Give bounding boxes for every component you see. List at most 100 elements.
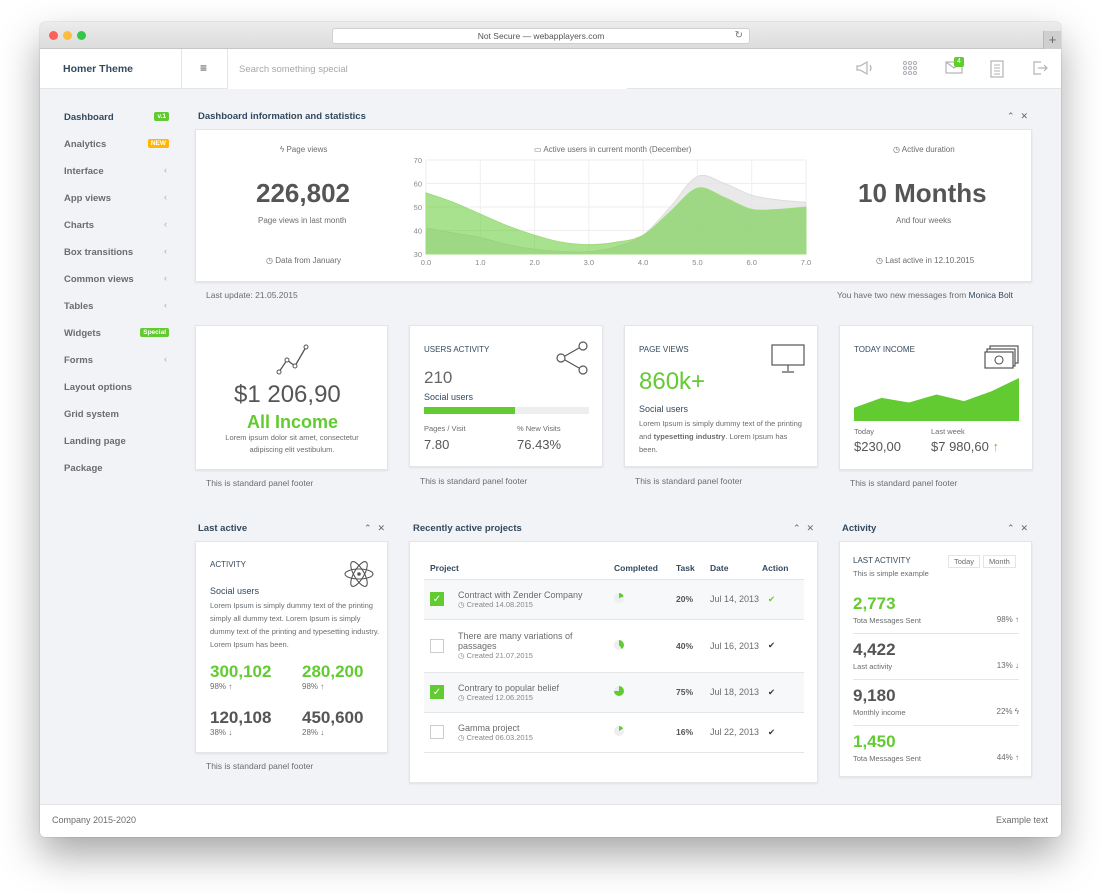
project-name[interactable]: Gamma project <box>458 722 520 733</box>
users-activity-title: USERS ACTIVITY <box>424 345 490 354</box>
check-action-icon[interactable]: ✔ <box>768 593 776 604</box>
sidebar-item-widgets[interactable]: Widgets Special <box>64 328 169 339</box>
income-area <box>854 378 1019 421</box>
sidebar-item-grid-system[interactable]: Grid system <box>64 409 169 420</box>
new-visits-label: % New Visits <box>517 424 561 433</box>
logout-icon[interactable] <box>1030 60 1050 78</box>
text-pre: Lorem Ipsum is simply dummy text of the … <box>639 419 802 441</box>
sidebar-item-box-transitions[interactable]: Box transitions ‹ <box>64 246 169 258</box>
sidebar-item-common-views[interactable]: Common views ‹ <box>64 273 169 285</box>
project-name[interactable]: Contrary to popular belief <box>458 682 560 693</box>
table-row[interactable]: ✓ Contract with Zender Company ◷ Created … <box>424 578 804 619</box>
project-name[interactable]: There are many variations of passages <box>458 631 573 651</box>
envelope-icon[interactable]: 4 <box>944 57 964 78</box>
megaphone-icon[interactable] <box>855 60 875 78</box>
close-icon[interactable]: ✕ <box>377 523 392 533</box>
month-button[interactable]: Month <box>983 555 1016 568</box>
sidebar-item-tables[interactable]: Tables ‹ <box>64 300 169 312</box>
sidebar-item-interface[interactable]: Interface ‹ <box>64 165 169 177</box>
completion-pie-icon <box>614 686 624 696</box>
close-icon[interactable]: ✕ <box>1020 523 1035 533</box>
project-created-text: Created 12.06.2015 <box>466 692 533 702</box>
messages-from-link[interactable]: Monica Bolt <box>968 290 1013 300</box>
collapse-icon[interactable]: ⌃ <box>793 523 807 533</box>
users-activity-panel: USERS ACTIVITY 210 Social users Pages / … <box>409 325 603 467</box>
active-users-label-text: Active users in current month (December) <box>543 145 692 154</box>
new-tab-button[interactable]: + <box>1043 31 1061 49</box>
check-action-icon[interactable]: ✔ <box>768 726 776 737</box>
sidebar-item-label: Common views <box>64 274 134 285</box>
sidebar-item-landing-page[interactable]: Landing page <box>64 436 169 447</box>
action-cell: ✔ <box>762 711 804 752</box>
browser-titlebar: Not Secure — webapplayers.com ↻ + <box>40 22 1061 49</box>
special-badge: Special <box>140 328 169 337</box>
table-row[interactable]: There are many variations of passages ◷ C… <box>424 618 804 672</box>
sidebar-item-layout-options[interactable]: Layout options <box>64 382 169 393</box>
close-icon[interactable]: ✕ <box>806 523 821 533</box>
column-header[interactable]: Date <box>710 562 729 573</box>
table-row[interactable]: Gamma project ◷ Created 06.03.2015 16% Ju… <box>424 711 804 752</box>
close-icon[interactable]: ✕ <box>1020 111 1035 121</box>
checkbox-checked[interactable]: ✓ <box>430 685 444 699</box>
page-views-card-sub: Social users <box>639 404 689 414</box>
close-window-icon[interactable] <box>49 31 58 40</box>
date-cell: Jul 14, 2013 <box>710 578 762 619</box>
sidebar-item-package[interactable]: Package <box>64 463 169 474</box>
column-header[interactable]: Task <box>676 562 695 573</box>
collapse-icon[interactable]: ⌃ <box>1007 523 1021 533</box>
page-views-card-text: Lorem Ipsum is simply dummy text of the … <box>639 417 807 456</box>
last-week-label: Last week <box>931 427 965 436</box>
sidebar-item-charts[interactable]: Charts ‹ <box>64 219 169 231</box>
x-tick-label: 2.0 <box>529 258 539 267</box>
maximize-window-icon[interactable] <box>77 31 86 40</box>
completion-pie-icon <box>614 726 624 736</box>
date-cell: Jul 16, 2013 <box>710 618 762 672</box>
checkbox-unchecked[interactable] <box>430 638 444 653</box>
minimize-window-icon[interactable] <box>63 31 72 40</box>
collapse-icon[interactable]: ⌃ <box>1007 111 1021 121</box>
activity-pct: 22% ϟ <box>996 707 1019 716</box>
table-row[interactable]: ✓ Contrary to popular belief ◷ Created 12… <box>424 671 804 712</box>
search-input[interactable] <box>227 49 627 89</box>
money-icon <box>984 345 1019 369</box>
column-header[interactable]: Action <box>762 562 789 573</box>
menu-toggle-icon[interactable]: ≡ <box>200 61 208 75</box>
sidebar-item-dashboard[interactable]: Dashboard v.1 <box>64 112 169 123</box>
sidebar-item-label: Package <box>64 463 103 474</box>
sidebar-item-label: Charts <box>64 220 95 231</box>
stat-pct-text: 98% ↑ <box>210 682 233 691</box>
column-header[interactable]: Completed <box>614 562 658 573</box>
project-name[interactable]: Contract with Zender Company <box>458 589 583 600</box>
y-tick-label: 70 <box>414 156 422 165</box>
project-cell: Gamma project ◷ Created 06.03.2015 <box>424 711 614 752</box>
project-cell: ✓ Contract with Zender Company ◷ Created … <box>424 578 614 619</box>
column-header[interactable]: Project <box>430 562 459 573</box>
active-users-chart: 30 40 50 60 70 0.0 1.0 2.0 3.0 4.0 5.0 6.0 7.0 <box>414 156 812 267</box>
atom-icon <box>344 561 374 587</box>
page-views-panel: PAGE VIEWS 860k+ Social users Lorem Ipsu… <box>624 325 818 467</box>
check-action-icon[interactable]: ✔ <box>768 686 776 697</box>
x-tick-label: 3.0 <box>584 258 594 267</box>
panel-footer: This is standard panel footer <box>420 476 528 486</box>
completed-cell <box>614 618 676 672</box>
page-footer: Company 2015-2020 Example text <box>40 804 1061 837</box>
brand-logo[interactable]: Homer Theme <box>40 49 182 89</box>
checkbox-unchecked[interactable] <box>430 725 444 739</box>
footer-left: Company 2015-2020 <box>52 815 137 825</box>
duration-label: ◷ Active duration <box>893 145 955 154</box>
sidebar-item-app-views[interactable]: App views ‹ <box>64 192 169 204</box>
x-tick-label: 5.0 <box>692 258 702 267</box>
reload-icon[interactable]: ↻ <box>734 30 743 41</box>
today-button[interactable]: Today <box>948 555 981 568</box>
checkbox-checked[interactable]: ✓ <box>430 592 444 606</box>
apps-grid-icon[interactable] <box>900 60 920 78</box>
activity-value: 4,422 <box>853 640 896 659</box>
stat-pct: 98% ↑ <box>210 682 232 691</box>
address-bar[interactable]: Not Secure — webapplayers.com ↻ <box>332 28 750 44</box>
document-icon[interactable] <box>987 60 1007 78</box>
sidebar-item-analytics[interactable]: Analytics NEW <box>64 139 169 150</box>
check-action-icon[interactable]: ✔ <box>768 640 776 650</box>
task-cell: 40% <box>676 618 710 672</box>
sidebar-item-forms[interactable]: Forms ‹ <box>64 354 169 366</box>
collapse-icon[interactable]: ⌃ <box>364 523 378 533</box>
